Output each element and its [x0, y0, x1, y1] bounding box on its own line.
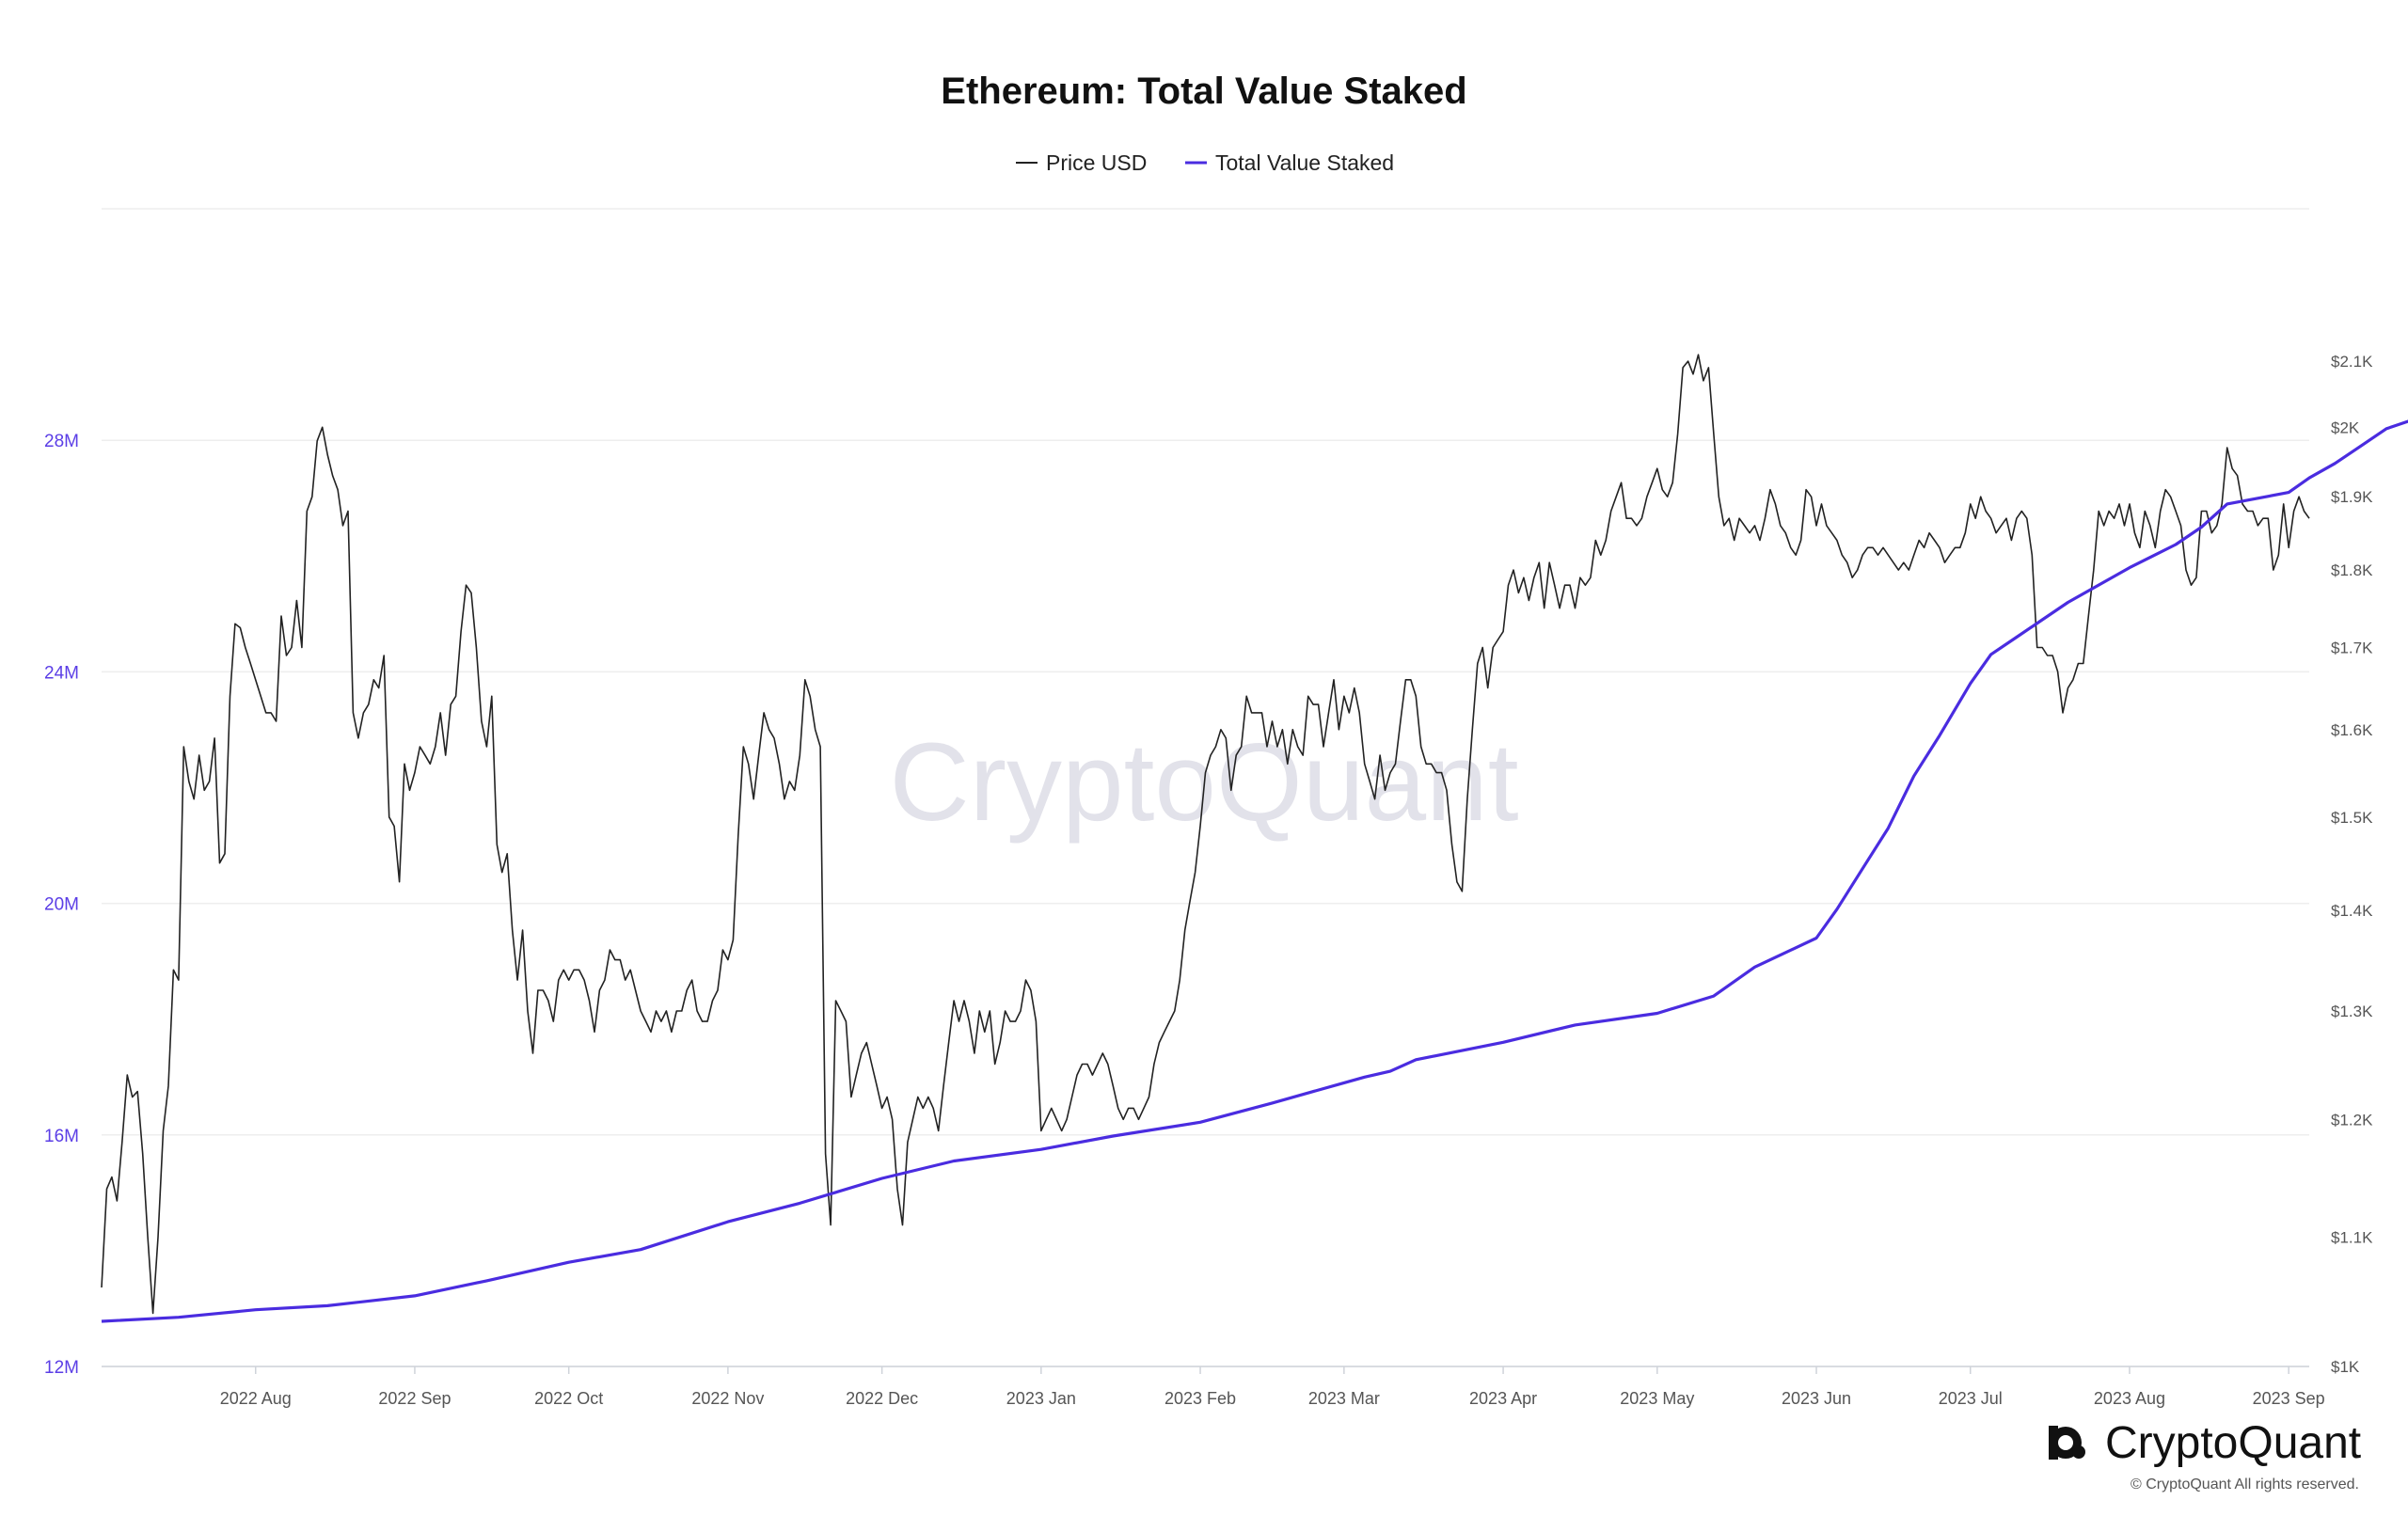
series-line-staked[interactable] — [101, 416, 2408, 1323]
copyright-text: © CryptoQuant All rights reserved. — [2131, 1477, 2359, 1492]
legend-item-staked[interactable]: Total Value Staked — [1185, 150, 1394, 175]
y-right-tick-label: $1.1K — [2331, 1229, 2373, 1247]
y-left-tick-label: 28M — [44, 432, 79, 451]
cryptoquant-brand-text: CryptoQuant — [2105, 1418, 2361, 1468]
cryptoquant-logo-icon — [2049, 1426, 2085, 1460]
y-left-tick-label: 12M — [44, 1358, 79, 1378]
y-right-tick-label: $1.5K — [2331, 809, 2373, 827]
x-tick-label: 2023 Jan — [1006, 1389, 1076, 1408]
y-left-tick-label: 24M — [44, 663, 79, 683]
y-right-tick-label: $1.8K — [2331, 561, 2373, 579]
y-right-tick-label: $2K — [2331, 418, 2360, 436]
x-tick-label: 2023 Apr — [1469, 1389, 1537, 1408]
y-right-tick-label: $1.4K — [2331, 902, 2373, 920]
legend-item-price[interactable]: Price USD — [1016, 150, 1147, 175]
y-right-tick-label: $2.1K — [2331, 353, 2373, 371]
x-tick-label: 2023 Aug — [2094, 1389, 2165, 1408]
legend[interactable]: Price USD Total Value Staked — [1016, 150, 1394, 175]
x-tick-label: 2023 Jun — [1782, 1389, 1851, 1408]
x-tick-label: 2023 Sep — [2253, 1389, 2325, 1408]
x-tick-label: 2023 Jul — [1939, 1389, 2003, 1408]
left-axis: 12M 16M 20M 24M 28M — [44, 432, 79, 1378]
legend-label-staked: Total Value Staked — [1215, 150, 1394, 175]
y-left-tick-label: 20M — [44, 895, 79, 915]
y-right-tick-label: $1.3K — [2331, 1003, 2373, 1020]
y-left-tick-label: 16M — [44, 1127, 79, 1146]
right-axis: $1K $1.1K $1.2K $1.3K $1.4K $1.5K $1.6K $1.7K $1… — [2331, 353, 2373, 1376]
x-tick-label: 2022 Oct — [534, 1389, 603, 1408]
x-tick-label: 2023 May — [1620, 1389, 1694, 1408]
x-tick-label: 2022 Aug — [220, 1389, 292, 1408]
x-tick-label: 2023 Feb — [1164, 1389, 1236, 1408]
series-line-price[interactable] — [101, 354, 2310, 1315]
y-right-tick-label: $1.9K — [2331, 488, 2373, 506]
x-tick-label: 2022 Sep — [378, 1389, 451, 1408]
legend-label-price: Price USD — [1046, 150, 1147, 175]
chart-title: Ethereum: Total Value Staked — [941, 71, 1466, 112]
x-tick-label: 2022 Nov — [691, 1389, 764, 1408]
cryptoquant-logo: CryptoQuant — [2049, 1418, 2361, 1468]
x-tick-label: 2022 Dec — [846, 1389, 918, 1408]
gridlines — [102, 208, 2309, 1367]
y-right-tick-label: $1.6K — [2331, 721, 2373, 739]
y-right-tick-label: $1.2K — [2331, 1111, 2373, 1129]
y-right-tick-label: $1.7K — [2331, 639, 2373, 656]
x-axis: 2022 Aug 2022 Sep 2022 Oct 2022 Nov 2022 Dec… — [220, 1366, 2325, 1408]
y-right-tick-label: $1K — [2331, 1358, 2360, 1376]
x-tick-label: 2023 Mar — [1308, 1389, 1380, 1408]
